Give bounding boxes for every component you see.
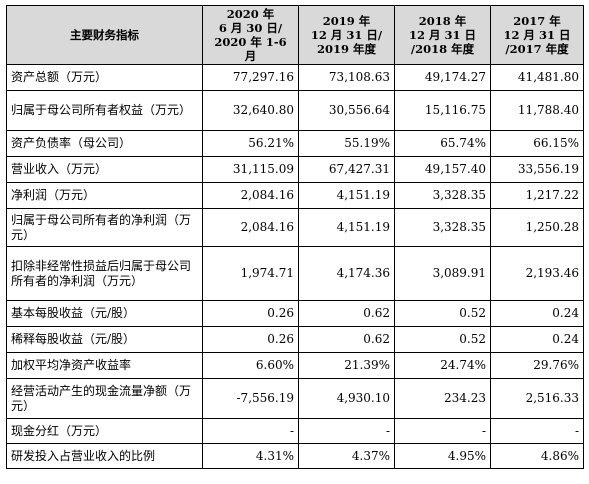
row-label: 扣除非经常性损益后归属于母公司所有者的净利润（万元）: [6, 246, 203, 301]
cell-value: 0.26: [202, 326, 299, 353]
header-col-2018: 2018 年 12 月 31 日 /2018 年度: [394, 5, 491, 65]
cell-value: 3,328.35: [394, 182, 491, 209]
cell-value: 2,084.16: [202, 182, 299, 209]
header-col-text: 2017 年 12 月 31 日 /2017 年度: [503, 14, 571, 56]
cell-value: 4,930.10: [298, 378, 395, 419]
cell-value: 4,151.19: [298, 208, 395, 247]
cell-value: 0.26: [202, 300, 299, 327]
cell-value: -: [394, 418, 491, 444]
cell-value: 234.23: [394, 378, 491, 419]
table-row: 现金分红（万元） - - - -: [6, 418, 584, 444]
table-row: 净利润（万元） 2,084.16 4,151.19 3,328.35 1,217…: [6, 182, 584, 209]
cell-value: 49,157.40: [394, 156, 491, 183]
cell-value: 4,174.36: [298, 246, 395, 301]
cell-value: 67,427.31: [298, 156, 395, 183]
cell-value: 4.31%: [202, 443, 299, 469]
cell-value: 77,297.16: [202, 64, 299, 91]
cell-value: 1,250.28: [490, 208, 584, 247]
cell-value: 1,974.71: [202, 246, 299, 301]
row-label: 营业收入（万元）: [6, 156, 203, 183]
row-label: 归属于母公司所有者权益（万元）: [6, 90, 203, 131]
cell-value: 31,115.09: [202, 156, 299, 183]
table-row: 归属于母公司所有者的净利润（万元） 2,084.16 4,151.19 3,32…: [6, 208, 584, 247]
cell-value: 24.74%: [394, 352, 491, 379]
cell-value: 29.76%: [490, 352, 584, 379]
cell-value: -: [202, 418, 299, 444]
cell-value: 66.15%: [490, 130, 584, 157]
cell-value: 56.21%: [202, 130, 299, 157]
row-label: 基本每股收益（元/股）: [6, 300, 203, 327]
table-row: 资产总额（万元） 77,297.16 73,108.63 49,174.27 4…: [6, 64, 584, 91]
table-row: 营业收入（万元） 31,115.09 67,427.31 49,157.40 3…: [6, 156, 584, 183]
cell-value: 3,089.91: [394, 246, 491, 301]
header-col-text: 2018 年 12 月 31 日 /2018 年度: [408, 14, 477, 56]
header-label-cell: 主要财务指标: [6, 5, 203, 65]
cell-value: 2,193.46: [490, 246, 584, 301]
cell-value: 0.62: [298, 300, 395, 327]
table-row: 经营活动产生的现金流量净额（万元） -7,556.19 4,930.10 234…: [6, 378, 584, 419]
cell-value: 65.74%: [394, 130, 491, 157]
table-row: 基本每股收益（元/股） 0.26 0.62 0.52 0.24: [6, 300, 584, 327]
table-row: 归属于母公司所有者权益（万元） 32,640.80 30,556.64 15,1…: [6, 90, 584, 131]
cell-value: 0.62: [298, 326, 395, 353]
header-col-text: 2020 年 6 月 30 日/ 2020 年 1-6 月: [214, 7, 287, 63]
cell-value: 55.19%: [298, 130, 395, 157]
cell-value: 11,788.40: [490, 90, 584, 131]
financial-indicators-table: 主要财务指标 2020 年 6 月 30 日/ 2020 年 1-6 月 201…: [6, 5, 584, 469]
cell-value: 3,328.35: [394, 208, 491, 247]
table-row: 资产负债率（母公司） 56.21% 55.19% 65.74% 66.15%: [6, 130, 584, 157]
cell-value: 33,556.19: [490, 156, 584, 183]
cell-value: 32,640.80: [202, 90, 299, 131]
header-col-2017: 2017 年 12 月 31 日 /2017 年度: [490, 5, 584, 65]
cell-value: -7,556.19: [202, 378, 299, 419]
cell-value: 15,116.75: [394, 90, 491, 131]
table-header-row: 主要财务指标 2020 年 6 月 30 日/ 2020 年 1-6 月 201…: [6, 5, 584, 65]
header-col-2019: 2019 年 12 月 31 日/ 2019 年度: [298, 5, 395, 65]
cell-value: 73,108.63: [298, 64, 395, 91]
cell-value: 0.24: [490, 300, 584, 327]
cell-value: 0.52: [394, 300, 491, 327]
cell-value: 4.86%: [490, 443, 584, 469]
cell-value: 2,084.16: [202, 208, 299, 247]
table-row: 研发投入占营业收入的比例 4.31% 4.37% 4.95% 4.86%: [6, 443, 584, 469]
cell-value: 2,516.33: [490, 378, 584, 419]
row-label: 加权平均净资产收益率: [6, 352, 203, 379]
financial-table-container: 主要财务指标 2020 年 6 月 30 日/ 2020 年 1-6 月 201…: [6, 5, 584, 469]
row-label: 稀释每股收益（元/股）: [6, 326, 203, 353]
row-label: 资产总额（万元）: [6, 64, 203, 91]
cell-value: -: [490, 418, 584, 444]
row-label: 净利润（万元）: [6, 182, 203, 209]
cell-value: 21.39%: [298, 352, 395, 379]
cell-value: 4.37%: [298, 443, 395, 469]
cell-value: 30,556.64: [298, 90, 395, 131]
cell-value: 1,217.22: [490, 182, 584, 209]
cell-value: -: [298, 418, 395, 444]
cell-value: 0.24: [490, 326, 584, 353]
table-row: 扣除非经常性损益后归属于母公司所有者的净利润（万元） 1,974.71 4,17…: [6, 246, 584, 301]
table-row: 稀释每股收益（元/股） 0.26 0.62 0.52 0.24: [6, 326, 584, 353]
cell-value: 4,151.19: [298, 182, 395, 209]
row-label: 研发投入占营业收入的比例: [6, 443, 203, 469]
row-label: 资产负债率（母公司）: [6, 130, 203, 157]
header-col-text: 2019 年 12 月 31 日/ 2019 年度: [310, 14, 383, 56]
cell-value: 41,481.80: [490, 64, 584, 91]
cell-value: 0.52: [394, 326, 491, 353]
cell-value: 49,174.27: [394, 64, 491, 91]
cell-value: 6.60%: [202, 352, 299, 379]
row-label: 经营活动产生的现金流量净额（万元）: [6, 378, 203, 419]
header-col-2020h1: 2020 年 6 月 30 日/ 2020 年 1-6 月: [202, 5, 299, 65]
cell-value: 4.95%: [394, 443, 491, 469]
table-row: 加权平均净资产收益率 6.60% 21.39% 24.74% 29.76%: [6, 352, 584, 379]
row-label: 现金分红（万元）: [6, 418, 203, 444]
row-label: 归属于母公司所有者的净利润（万元）: [6, 208, 203, 247]
